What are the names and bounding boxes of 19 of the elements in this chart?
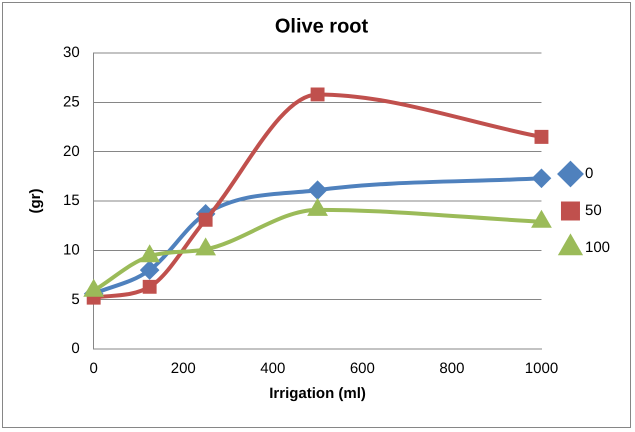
chart-title: Olive root xyxy=(274,16,369,38)
y-tick-label: 5 xyxy=(71,290,80,308)
x-axis-title: Irrigation (ml) xyxy=(269,385,366,402)
y-axis-title: (gr) xyxy=(27,188,44,214)
x-tick-label: 800 xyxy=(439,360,464,378)
x-tick-label: 1000 xyxy=(524,360,558,378)
y-tick-label: 25 xyxy=(62,93,80,110)
y-tick-label: 30 xyxy=(62,44,80,62)
x-tick-label: 400 xyxy=(260,360,286,378)
x-tick-label: 600 xyxy=(350,360,375,378)
legend-label: 100 xyxy=(584,239,610,256)
legend-label: 50 xyxy=(584,202,602,220)
y-tick-label: 10 xyxy=(62,241,80,258)
y-tick-label: 15 xyxy=(62,192,80,210)
y-tick-label: 0 xyxy=(71,340,80,358)
y-tick-label: 20 xyxy=(62,142,80,160)
x-tick-label: 0 xyxy=(90,360,98,378)
legend-label: 0 xyxy=(584,165,594,182)
x-tick-label: 200 xyxy=(170,360,196,378)
